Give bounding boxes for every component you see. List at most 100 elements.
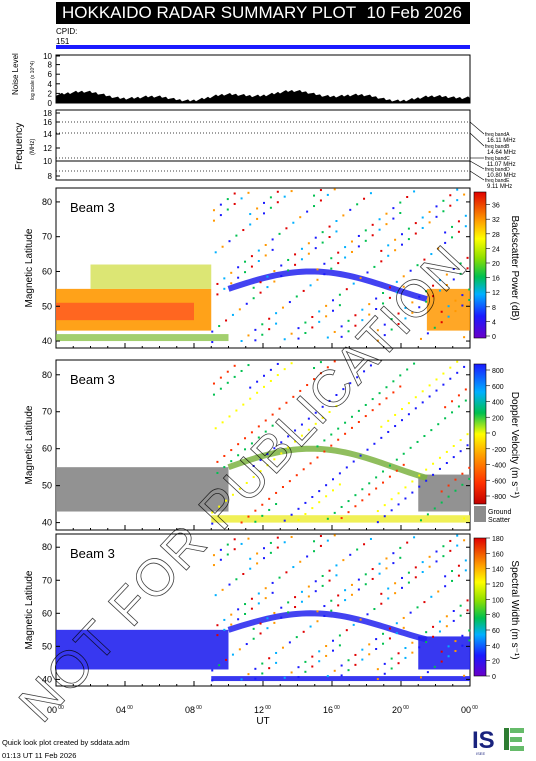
- colorbar-tick-label: 28: [492, 232, 500, 239]
- echo-point: [350, 240, 353, 243]
- echo-point: [368, 493, 371, 496]
- data-panel-1: 40 50 60 70 80 Beam 3 Magnetic Latitude 0 4 8 12 16…: [24, 187, 520, 349]
- echo-point: [304, 321, 307, 324]
- echo-point: [406, 541, 409, 544]
- echo-point: [338, 644, 341, 647]
- echo-point: [326, 366, 329, 369]
- echo-point: [228, 240, 231, 243]
- ground-scatter-label-2: Scatter: [488, 517, 511, 524]
- echo-point: [314, 590, 317, 593]
- echo-point: [399, 212, 402, 214]
- colorbar-tick-label: 20: [492, 659, 500, 666]
- ground-scatter-patch: [56, 467, 229, 512]
- echo-point: [328, 225, 331, 228]
- echo-point: [364, 239, 367, 242]
- colorbar-tick-label: -400: [492, 463, 506, 470]
- echo-point: [399, 546, 402, 549]
- echo-point: [428, 384, 431, 387]
- echo-point: [373, 265, 376, 268]
- echo-point: [244, 437, 247, 440]
- echo-point: [344, 246, 347, 249]
- echo-point: [418, 646, 421, 649]
- echo-point: [233, 375, 236, 378]
- echo-point: [302, 468, 305, 471]
- echo-point: [459, 604, 462, 607]
- echo-point: [283, 541, 286, 544]
- echo-point: [385, 212, 388, 215]
- echo-point: [283, 676, 286, 679]
- echo-point: [309, 625, 312, 628]
- echo-point: [442, 372, 445, 375]
- echo-point: [463, 193, 466, 196]
- echo-point: [254, 677, 257, 680]
- echo-point: [364, 229, 367, 232]
- echo-point: [306, 210, 309, 213]
- echo-point: [361, 499, 364, 502]
- echo-point: [321, 241, 324, 244]
- echo-point: [326, 193, 329, 196]
- echo-point: [256, 217, 259, 220]
- echo-point: [283, 195, 286, 198]
- echo-point: [300, 247, 303, 250]
- echo-point: [382, 292, 385, 294]
- echo-point: [340, 325, 343, 328]
- echo-point: [468, 298, 471, 301]
- colorbar-tick-label: 80: [492, 613, 500, 620]
- echo-point: [342, 214, 345, 217]
- echo-point: [356, 376, 359, 379]
- echo-point: [444, 417, 447, 420]
- echo-point: [281, 646, 284, 649]
- echo-point: [411, 480, 414, 483]
- echo-point: [235, 234, 238, 237]
- echo-point: [406, 368, 409, 371]
- noise-tick-label: 10: [43, 52, 52, 61]
- echo-point: [394, 592, 397, 595]
- echo-point: [404, 306, 407, 309]
- echo-point: [395, 632, 398, 635]
- freq-band-pointer: [469, 170, 485, 181]
- echo-point: [263, 547, 265, 550]
- echo-point: [256, 562, 259, 565]
- echo-point: [321, 231, 324, 234]
- echo-point: [402, 452, 405, 455]
- echo-point: [449, 194, 452, 197]
- echo-point: [228, 415, 231, 418]
- echo-point: [401, 419, 403, 422]
- echo-point: [368, 643, 371, 646]
- echo-point: [216, 293, 219, 296]
- echo-point: [263, 385, 265, 388]
- colorbar-tick-label: 24: [492, 246, 500, 253]
- freq-tick-label: 18: [43, 109, 52, 118]
- echo-point: [385, 557, 388, 560]
- echo-point: [288, 301, 291, 304]
- echo-point: [382, 642, 385, 645]
- echo-point: [269, 206, 272, 209]
- echo-point: [452, 610, 455, 612]
- echo-point: [347, 319, 350, 322]
- echo-point: [264, 587, 267, 590]
- echo-point: [409, 269, 412, 272]
- echo-point: [316, 456, 319, 459]
- echo-point: [218, 505, 221, 508]
- echo-point: [445, 462, 448, 464]
- echo-point: [269, 368, 272, 371]
- colorbar-tick-label: 40: [492, 643, 500, 650]
- echo-point: [426, 513, 429, 516]
- echo-point: [352, 282, 355, 285]
- echo-point: [323, 273, 326, 276]
- echo-point: [304, 660, 307, 663]
- echo-point: [407, 227, 410, 230]
- echo-point: [311, 316, 314, 318]
- noise-level-trace: [56, 90, 470, 103]
- echo-point: [385, 386, 388, 389]
- echo-point: [300, 434, 303, 437]
- lat-tick-label: 80: [42, 542, 52, 552]
- echo-point: [259, 470, 262, 473]
- echo-point: [350, 415, 353, 418]
- echo-point: [392, 217, 395, 220]
- echo-point: [461, 644, 464, 647]
- beam-label: Beam 3: [70, 200, 115, 215]
- echo-point: [276, 546, 279, 549]
- echo-point: [330, 257, 333, 260]
- echo-point: [447, 484, 450, 487]
